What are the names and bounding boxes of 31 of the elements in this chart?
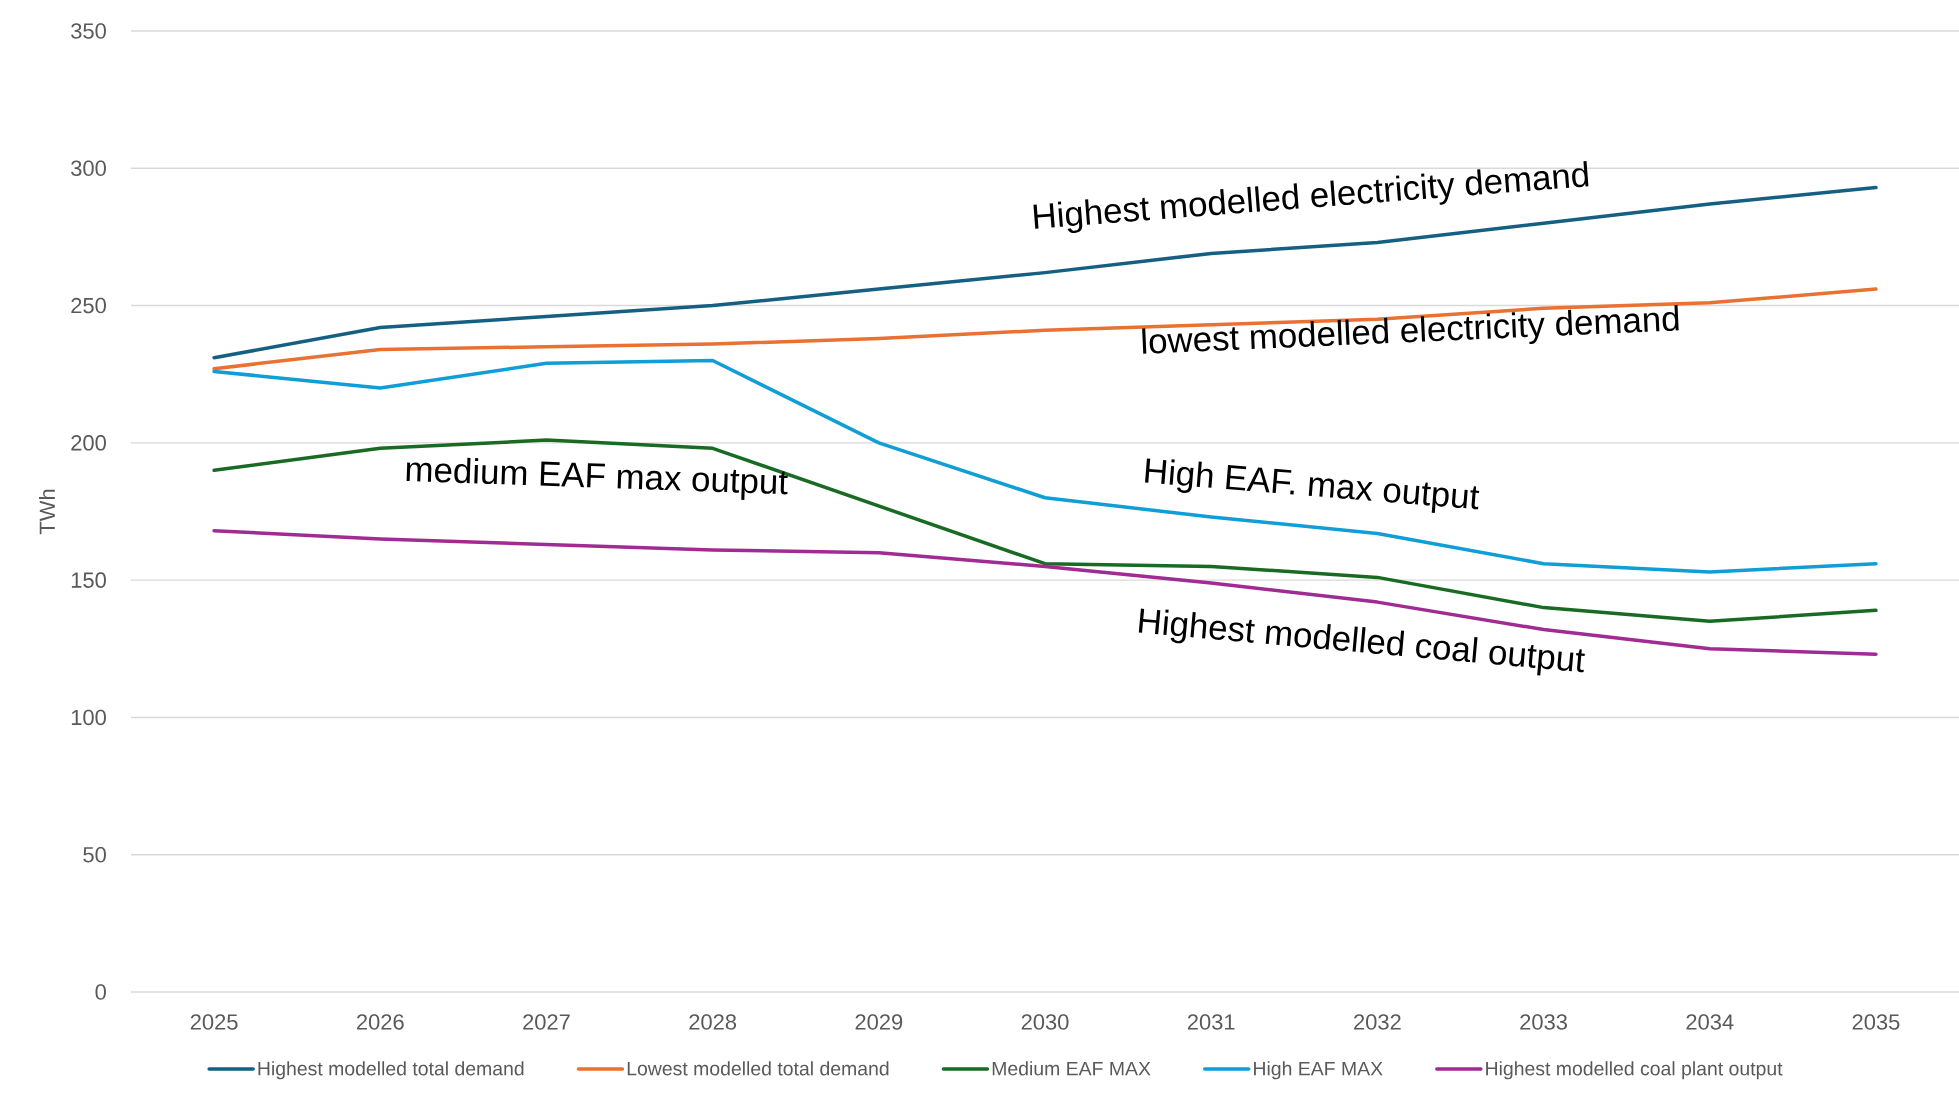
y-axis-title: TWh (38, 489, 55, 535)
x-tick-label: 2027 (523, 1014, 570, 1030)
y-tick-label: 350 (71, 23, 106, 39)
x-tick-label: 2030 (1021, 1014, 1069, 1030)
y-tick-label: 200 (71, 435, 106, 451)
y-tick-label: 50 (83, 846, 106, 863)
legend-label: Medium EAF MAX (992, 1061, 1151, 1076)
annotation: Highest modelled electricity demand (1033, 161, 1589, 233)
legend-label: Highest modelled total demand (258, 1061, 524, 1080)
x-tick-label: 2034 (1686, 1014, 1734, 1030)
y-tick-label: 250 (71, 297, 106, 314)
annotation: High EAF. max output (1145, 458, 1480, 514)
x-tick-label: 2035 (1852, 1014, 1900, 1030)
y-tick-label: 100 (71, 709, 106, 726)
line-series (212, 358, 1878, 574)
annotation: lowest modelled electricity demand (1142, 305, 1679, 354)
x-tick-label: 2025 (190, 1014, 238, 1030)
annotation: Highest modelled coal output (1138, 608, 1585, 676)
legend-label: Highest modelled coal plant output (1486, 1061, 1783, 1080)
y-tick-label: 300 (71, 160, 106, 177)
x-tick-label: 2031 (1187, 1014, 1235, 1030)
y-tick-label: 0 (95, 984, 106, 1000)
x-tick-label: 2028 (689, 1014, 737, 1030)
x-tick-label: 2032 (1354, 1014, 1401, 1030)
annotation: medium EAF max output (406, 457, 788, 500)
y-tick-label: 150 (71, 572, 106, 588)
x-tick-label: 2033 (1520, 1014, 1567, 1030)
x-tick-label: 2029 (855, 1014, 903, 1030)
x-tick-label: 2026 (357, 1014, 404, 1030)
legend-label: Lowest modelled total demand (627, 1061, 889, 1076)
legend-label: High EAF MAX (1254, 1061, 1383, 1080)
